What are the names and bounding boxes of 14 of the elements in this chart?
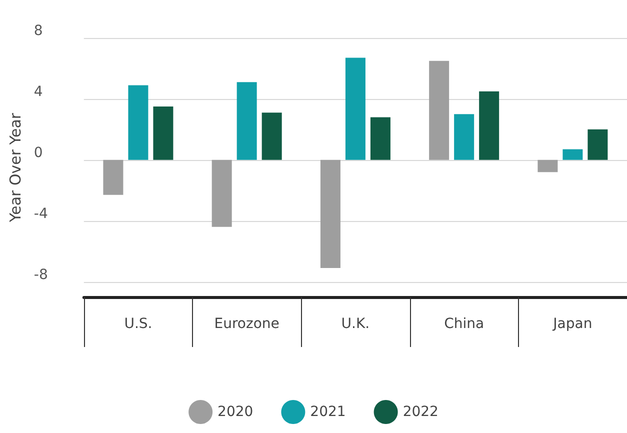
y-tick-label: -4 <box>34 206 48 222</box>
y-tick-label: -8 <box>34 266 48 283</box>
y-tick-label: 4 <box>34 84 43 100</box>
x-tick-label: Japan <box>552 316 592 332</box>
x-tick-label: U.S. <box>124 316 152 332</box>
y-tick-label: 0 <box>34 144 43 161</box>
x-tick-label: Eurozone <box>214 316 280 332</box>
x-tick-label: U.K. <box>341 316 370 332</box>
legend-label: 2022 <box>402 404 438 420</box>
y-tick-label: 8 <box>34 23 43 39</box>
x-tick-label: China <box>444 316 484 332</box>
legend-label: 2020 <box>218 404 254 420</box>
y-axis-title: Year Over Year <box>6 112 24 224</box>
legend-label: 2021 <box>310 404 346 420</box>
